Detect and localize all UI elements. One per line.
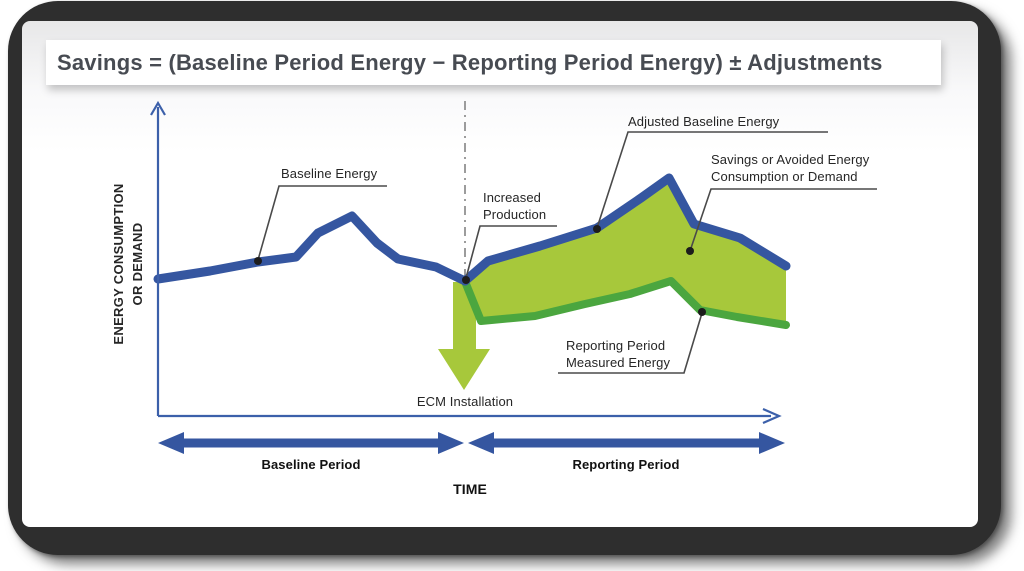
savings-label: Savings or Avoided Energy Consumption or…: [711, 152, 870, 184]
reporting-measured-line: [462, 277, 790, 329]
x-axis-label: TIME: [453, 481, 487, 497]
reporting-period-arrow: [468, 432, 785, 454]
baseline-energy-label: Baseline Energy: [281, 166, 378, 181]
y-axis-arrow-icon: [150, 100, 166, 116]
baseline-period-arrow: [158, 432, 464, 454]
savings-leader: [689, 188, 877, 252]
baseline-energy-line: [153, 211, 470, 286]
ecm-installation-arrow: [438, 282, 490, 390]
adjusted-baseline-leader: [596, 131, 828, 229]
savings-formula-title: Savings = (Baseline Period Energy − Repo…: [57, 50, 883, 75]
y-axis-label: ENERGY CONSUMPTION OR DEMAND: [111, 183, 145, 345]
reporting-period-label: Reporting Period: [572, 457, 680, 472]
baseline-energy-leader: [257, 185, 387, 261]
ecm-installation-label: ECM Installation: [416, 394, 514, 409]
savings-area: [465, 178, 786, 325]
x-axis-arrow-icon: [762, 407, 782, 425]
leader-dots: [254, 225, 706, 316]
formula-banner: Savings = (Baseline Period Energy − Repo…: [46, 40, 941, 85]
adjusted-baseline-label: Adjusted Baseline Energy: [628, 114, 780, 129]
reporting-measured-leader: [558, 312, 703, 374]
adjusted-baseline-line: [460, 173, 791, 286]
leader-lines: [257, 131, 877, 374]
increased-production-leader: [465, 225, 557, 279]
increased-production-label: Increased Production: [483, 190, 547, 222]
reporting-measured-label: Reporting Period Measured Energy: [566, 338, 671, 370]
axes: [150, 100, 782, 425]
baseline-period-label: Baseline Period: [261, 457, 361, 472]
